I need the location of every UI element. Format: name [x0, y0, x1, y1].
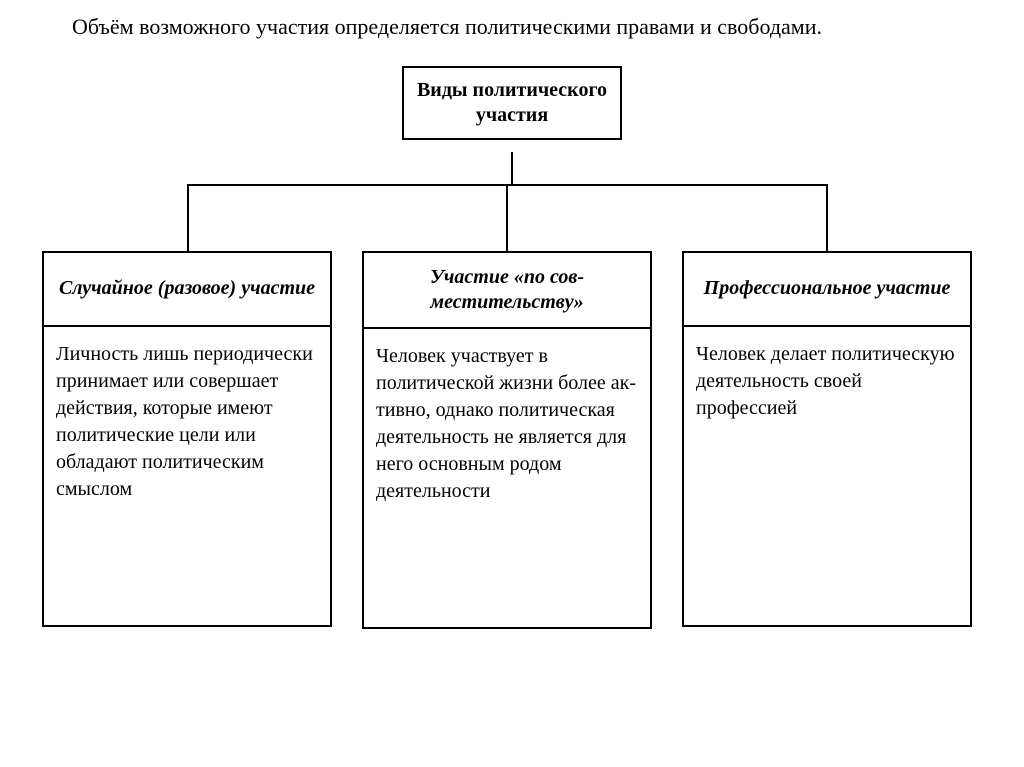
column-1: Случайное (разовое) участие Личность лиш… — [42, 251, 332, 627]
connector-drop-3 — [826, 184, 828, 251]
column-1-title: Случайное (разовое) участие — [42, 251, 332, 327]
column-1-body: Личность лишь периодически при­нимает ил… — [42, 327, 332, 627]
column-2-title: Участие «по сов­местительству» — [362, 251, 652, 329]
column-2: Участие «по сов­местительству» Человек у… — [362, 251, 652, 629]
intro-text: Объём возможного участия определяется по… — [24, 12, 1000, 42]
column-3: Профессиональ­ное участие Человек делает… — [682, 251, 972, 627]
column-3-body: Человек делает политическую де­ятельност… — [682, 327, 972, 627]
column-3-title: Профессиональ­ное участие — [682, 251, 972, 327]
column-2-body: Человек участвует в политической жизни б… — [362, 329, 652, 629]
root-node: Виды политического участия — [402, 66, 622, 140]
connector-drop-2 — [506, 184, 508, 251]
diagram-container: Виды политического участия Случайное (ра… — [42, 66, 982, 686]
connector-drop-1 — [187, 184, 189, 251]
connector-stem — [511, 152, 513, 184]
